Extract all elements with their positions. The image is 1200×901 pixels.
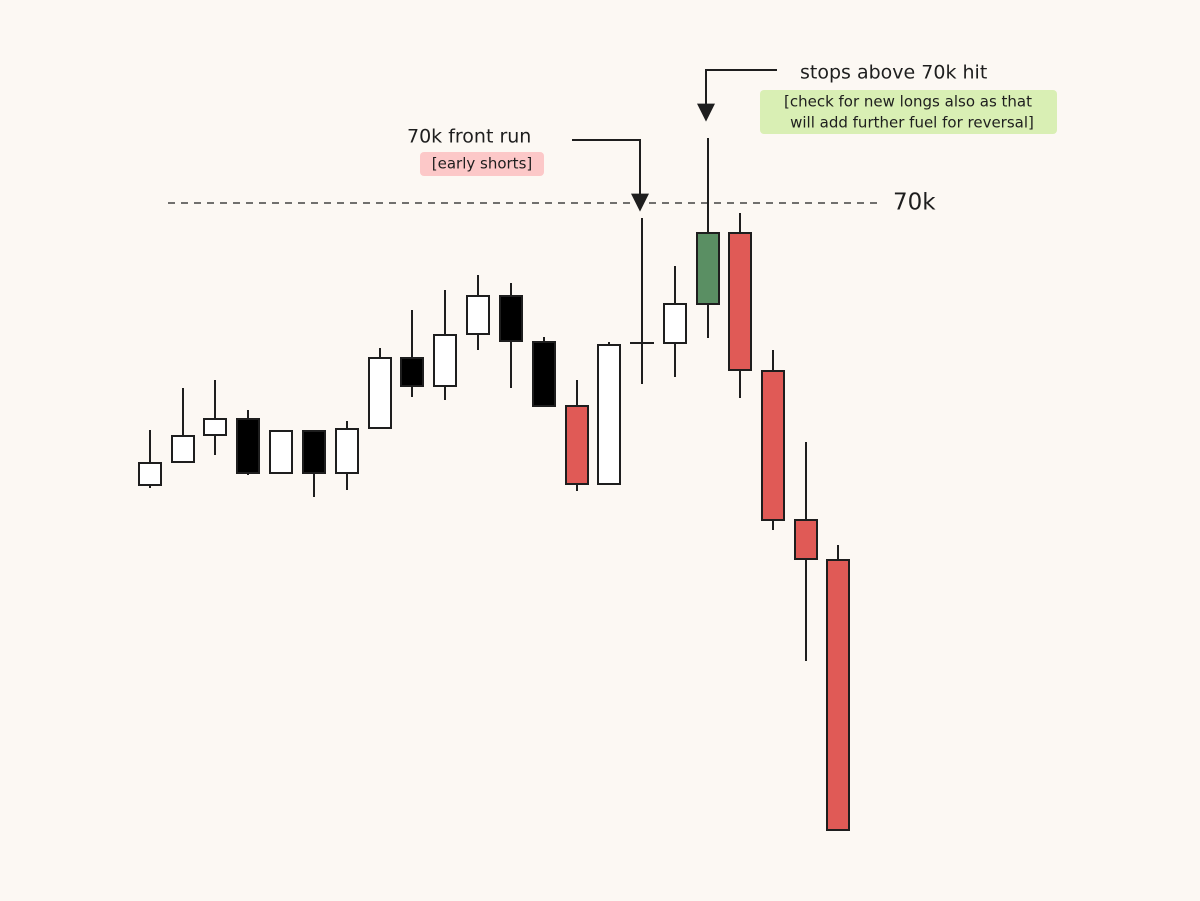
candle-body [565,405,589,485]
annotation-note: will add further fuel for reversal] [790,114,1034,132]
arrow [572,139,649,212]
candle-body [138,462,162,486]
candle-body [761,370,785,521]
candle-body [794,519,818,560]
candle-body [499,295,523,342]
candles [138,138,850,831]
candle-body [269,430,293,474]
candle-body [826,559,850,831]
candle-body [368,357,392,429]
highlight-green [760,90,1057,134]
candle-body [696,232,720,305]
candle-body [302,430,326,474]
annotation-title: stops above 70k hit [800,62,987,84]
annotation-title: 70k front run [407,126,531,148]
candle-body [171,435,195,463]
highlight-pink [420,152,544,176]
candle-body [532,341,556,407]
annotation-note: [early shorts] [432,155,532,173]
level-label: 70k [893,190,936,216]
candle-body [433,334,457,387]
candle-body [335,428,359,474]
candle-body [400,357,424,387]
arrow [697,69,777,122]
candle-body [597,344,621,485]
candle-body [663,303,687,344]
candle-body [203,418,227,436]
candle-body [466,295,490,335]
candle-body [728,232,752,371]
candle-body [236,418,260,474]
annotation-note: [check for new longs also as that [784,93,1032,111]
